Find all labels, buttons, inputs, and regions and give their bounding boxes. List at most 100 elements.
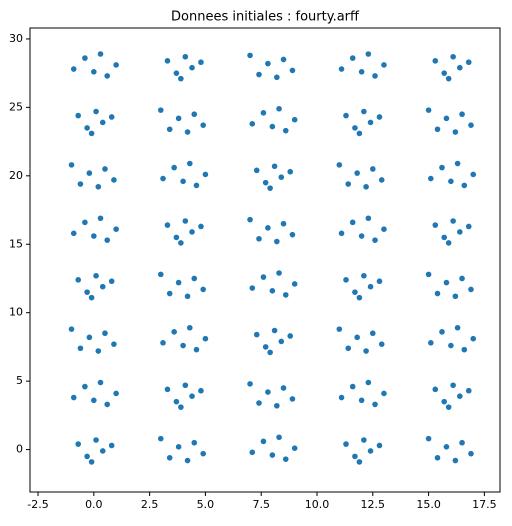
- point: [166, 126, 173, 133]
- point: [70, 230, 77, 237]
- point: [102, 166, 108, 172]
- point: [441, 70, 448, 76]
- point: [425, 271, 432, 278]
- point: [461, 182, 468, 189]
- point: [193, 346, 200, 353]
- point: [189, 393, 195, 399]
- point: [102, 330, 108, 337]
- point: [178, 240, 184, 246]
- point: [443, 115, 450, 122]
- point: [274, 74, 280, 81]
- point: [97, 51, 104, 57]
- point: [84, 453, 90, 460]
- point: [291, 281, 298, 287]
- point: [425, 435, 432, 442]
- x-tick-label: -2.5: [27, 498, 48, 511]
- point: [378, 177, 385, 183]
- x-tick-label: 7.5: [252, 498, 270, 511]
- point: [280, 385, 287, 391]
- point: [468, 286, 474, 293]
- point: [108, 278, 115, 285]
- point: [186, 324, 193, 331]
- y-tick-label: 10: [9, 306, 23, 319]
- point: [99, 119, 106, 126]
- point: [365, 215, 372, 222]
- point: [432, 386, 439, 393]
- point: [454, 160, 461, 167]
- point: [93, 108, 99, 115]
- point: [291, 445, 298, 452]
- point: [354, 170, 360, 176]
- point: [75, 112, 82, 119]
- point: [93, 272, 99, 279]
- point: [445, 240, 452, 246]
- point: [459, 439, 465, 446]
- point: [202, 171, 209, 178]
- point: [108, 442, 115, 449]
- point: [441, 234, 448, 241]
- point: [465, 387, 472, 394]
- point: [336, 162, 343, 168]
- point: [91, 68, 97, 75]
- point: [369, 330, 376, 337]
- point: [376, 442, 383, 449]
- point: [191, 275, 198, 282]
- point: [104, 73, 111, 79]
- point: [97, 215, 104, 222]
- point: [338, 230, 345, 237]
- point: [253, 331, 260, 338]
- point: [189, 64, 195, 71]
- point: [457, 393, 463, 399]
- point: [278, 338, 285, 345]
- point: [88, 130, 95, 137]
- y-tick-label: 15: [9, 237, 23, 250]
- point: [358, 68, 365, 75]
- point: [276, 434, 282, 441]
- point: [365, 51, 372, 57]
- point: [265, 225, 271, 231]
- point: [343, 441, 349, 447]
- point: [445, 404, 452, 410]
- point: [365, 379, 372, 386]
- point: [95, 348, 102, 354]
- point: [171, 164, 177, 171]
- point: [349, 219, 356, 226]
- point: [182, 218, 189, 224]
- point: [256, 71, 262, 78]
- point: [249, 285, 256, 291]
- point: [376, 278, 383, 285]
- point: [363, 183, 369, 190]
- point: [84, 289, 90, 295]
- point: [381, 226, 387, 233]
- point: [352, 453, 358, 460]
- point: [274, 238, 280, 245]
- point: [282, 292, 289, 298]
- point: [86, 334, 93, 341]
- point: [113, 226, 119, 233]
- point: [160, 340, 166, 346]
- point: [468, 122, 474, 128]
- point: [434, 454, 441, 461]
- point: [104, 401, 111, 408]
- point: [343, 112, 349, 119]
- point: [267, 349, 273, 356]
- point: [271, 327, 278, 334]
- point: [343, 277, 349, 283]
- point: [180, 342, 186, 349]
- point: [282, 456, 289, 462]
- point: [269, 287, 276, 294]
- point: [77, 181, 84, 187]
- point: [369, 166, 376, 172]
- point: [356, 459, 363, 465]
- point: [164, 58, 171, 64]
- point: [200, 286, 206, 293]
- point: [452, 293, 459, 300]
- x-tick-label: 17.5: [472, 498, 497, 511]
- point: [367, 283, 374, 290]
- point: [262, 344, 269, 350]
- y-tick-label: 30: [9, 32, 23, 45]
- point: [160, 175, 166, 182]
- point: [363, 348, 369, 354]
- point: [428, 175, 434, 182]
- point: [200, 122, 206, 128]
